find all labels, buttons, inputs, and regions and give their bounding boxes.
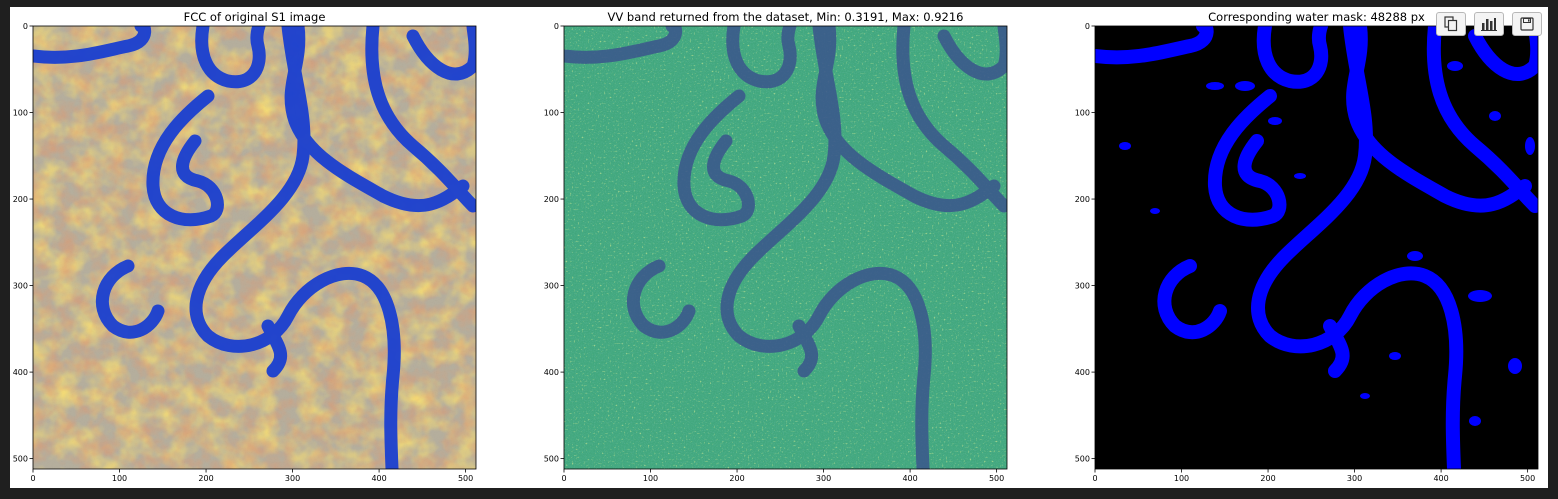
water-patch xyxy=(1294,173,1306,179)
panel-vv: VV band returned from the dataset, Min: … xyxy=(544,10,1008,483)
image-area xyxy=(33,26,476,469)
panel-mask: Corresponding water mask: 48288 px 0 100 20… xyxy=(1075,10,1539,483)
x-tick-label: 400 xyxy=(1433,474,1448,483)
x-tick-label: 100 xyxy=(1174,474,1189,483)
y-tick-label: 300 xyxy=(1075,282,1090,291)
x-tick-label: 400 xyxy=(371,474,386,483)
x-tick-label: 300 xyxy=(1347,474,1362,483)
water-patch xyxy=(1489,111,1501,121)
x-tick-label: 200 xyxy=(198,474,213,483)
y-tick-label: 300 xyxy=(544,282,559,291)
copy-icon xyxy=(1444,16,1458,32)
water-patch xyxy=(1150,208,1160,214)
y-tick-label: 400 xyxy=(1075,368,1090,377)
chart-button[interactable] xyxy=(1474,12,1504,36)
axes-frame xyxy=(1094,25,1539,470)
water-patch xyxy=(1360,393,1370,399)
water-patch xyxy=(1447,61,1463,71)
figure: FCC of original S1 image 0 100 200 300 400 500… xyxy=(13,10,1539,483)
y-tick-label: 100 xyxy=(544,109,559,118)
y-tick-label: 300 xyxy=(13,282,28,291)
y-tick-label: 400 xyxy=(13,368,28,377)
water-patch xyxy=(1525,137,1535,155)
save-icon xyxy=(1520,17,1534,31)
x-tick-label: 400 xyxy=(902,474,917,483)
bar-chart-icon xyxy=(1481,18,1497,31)
x-tick-label: 0 xyxy=(30,474,35,483)
y-tick-label: 500 xyxy=(13,455,28,464)
water-patch xyxy=(1469,416,1481,426)
y-tick-label: 200 xyxy=(13,195,28,204)
y-tick-label: 500 xyxy=(544,455,559,464)
water-patch xyxy=(1468,290,1492,302)
x-tick-label: 100 xyxy=(112,474,127,483)
y-tick-label: 0 xyxy=(554,22,559,31)
y-tick-label: 100 xyxy=(1075,109,1090,118)
x-tick-label: 200 xyxy=(729,474,744,483)
y-tick-label: 100 xyxy=(13,109,28,118)
water-patch xyxy=(1235,81,1255,91)
axes-frame xyxy=(563,25,1008,470)
image-area xyxy=(1095,26,1538,469)
x-tick-label: 0 xyxy=(561,474,566,483)
x-tick-label: 500 xyxy=(1520,474,1535,483)
water-patch xyxy=(1407,251,1423,261)
water-patch xyxy=(1206,82,1224,90)
water-patch xyxy=(1508,358,1522,374)
y-tick-label: 0 xyxy=(1085,22,1090,31)
x-tick-label: 100 xyxy=(643,474,658,483)
x-tick-label: 0 xyxy=(1092,474,1097,483)
panel-title: VV band returned from the dataset, Min: … xyxy=(608,10,964,24)
y-tick-label: 200 xyxy=(1075,195,1090,204)
water-patch xyxy=(1119,142,1131,150)
x-tick-label: 500 xyxy=(458,474,473,483)
x-tick-label: 200 xyxy=(1260,474,1275,483)
panel-title: Corresponding water mask: 48288 px xyxy=(1208,10,1425,24)
x-tick-label: 300 xyxy=(285,474,300,483)
x-tick-label: 300 xyxy=(816,474,831,483)
y-tick-label: 200 xyxy=(544,195,559,204)
water-patch xyxy=(1389,352,1401,360)
water-patch xyxy=(1268,117,1282,125)
save-button[interactable] xyxy=(1512,12,1542,36)
axes-frame xyxy=(32,25,477,470)
output-toolbar xyxy=(1436,12,1542,36)
x-tick-label: 500 xyxy=(989,474,1004,483)
y-tick-label: 0 xyxy=(23,22,28,31)
panel-fcc: FCC of original S1 image 0 100 200 300 400 500… xyxy=(13,10,477,483)
y-tick-label: 400 xyxy=(544,368,559,377)
panel-title: FCC of original S1 image xyxy=(184,10,326,24)
notebook-output-cell: FCC of original S1 image 0 100 200 300 400 500… xyxy=(10,7,1548,488)
copy-button[interactable] xyxy=(1436,12,1466,36)
y-tick-label: 500 xyxy=(1075,455,1090,464)
image-area xyxy=(564,26,1007,469)
